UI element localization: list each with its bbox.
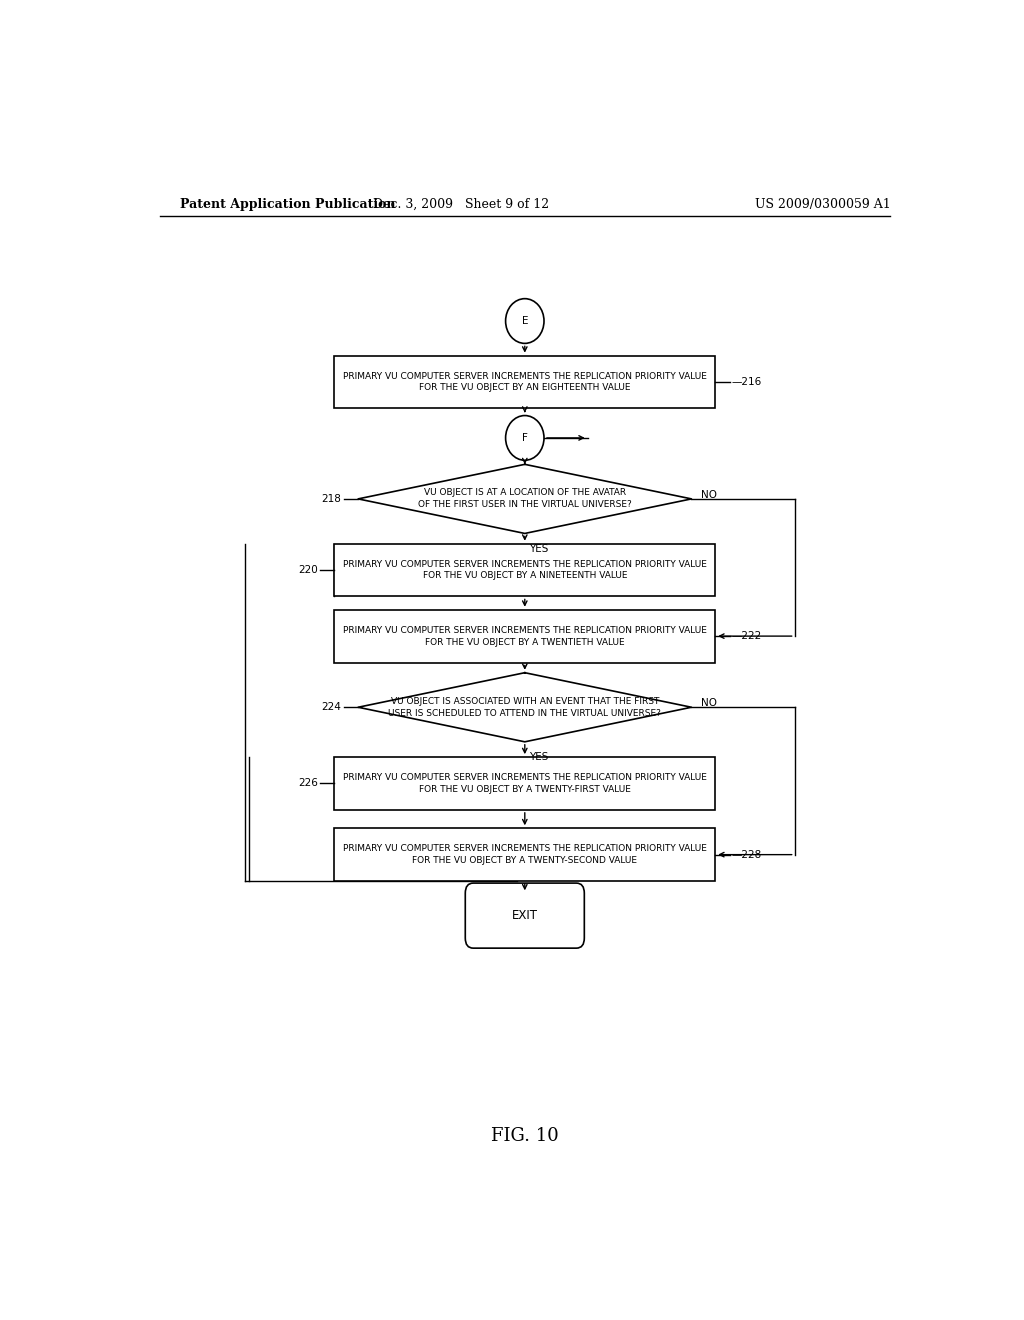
- Text: PRIMARY VU COMPUTER SERVER INCREMENTS THE REPLICATION PRIORITY VALUE
FOR THE VU : PRIMARY VU COMPUTER SERVER INCREMENTS TH…: [343, 372, 707, 392]
- Text: F: F: [522, 433, 527, 444]
- Ellipse shape: [506, 416, 544, 461]
- Text: Patent Application Publication: Patent Application Publication: [179, 198, 395, 211]
- Text: 218: 218: [322, 494, 341, 504]
- Text: FIG. 10: FIG. 10: [490, 1127, 559, 1146]
- Text: YES: YES: [529, 544, 549, 553]
- Text: 220: 220: [298, 565, 317, 576]
- Text: PRIMARY VU COMPUTER SERVER INCREMENTS THE REPLICATION PRIORITY VALUE
FOR THE VU : PRIMARY VU COMPUTER SERVER INCREMENTS TH…: [343, 560, 707, 581]
- Text: NO: NO: [701, 490, 717, 500]
- Bar: [334, 758, 715, 810]
- Bar: [334, 355, 715, 408]
- Text: —222: —222: [732, 631, 762, 642]
- Text: PRIMARY VU COMPUTER SERVER INCREMENTS THE REPLICATION PRIORITY VALUE
FOR THE VU : PRIMARY VU COMPUTER SERVER INCREMENTS TH…: [343, 845, 707, 865]
- Polygon shape: [358, 673, 691, 742]
- Text: 226: 226: [298, 779, 317, 788]
- Text: NO: NO: [701, 698, 717, 709]
- Text: —216: —216: [732, 378, 762, 387]
- Bar: [334, 610, 715, 663]
- FancyBboxPatch shape: [465, 883, 585, 948]
- Text: 224: 224: [322, 702, 341, 713]
- Bar: [334, 828, 715, 880]
- Text: Dec. 3, 2009   Sheet 9 of 12: Dec. 3, 2009 Sheet 9 of 12: [374, 198, 549, 211]
- Text: PRIMARY VU COMPUTER SERVER INCREMENTS THE REPLICATION PRIORITY VALUE
FOR THE VU : PRIMARY VU COMPUTER SERVER INCREMENTS TH…: [343, 626, 707, 647]
- Text: PRIMARY VU COMPUTER SERVER INCREMENTS THE REPLICATION PRIORITY VALUE
FOR THE VU : PRIMARY VU COMPUTER SERVER INCREMENTS TH…: [343, 774, 707, 793]
- Text: VU OBJECT IS AT A LOCATION OF THE AVATAR
OF THE FIRST USER IN THE VIRTUAL UNIVER: VU OBJECT IS AT A LOCATION OF THE AVATAR…: [418, 488, 632, 510]
- Text: —228: —228: [732, 850, 762, 859]
- Bar: [334, 544, 715, 597]
- Text: EXIT: EXIT: [512, 909, 538, 923]
- Ellipse shape: [506, 298, 544, 343]
- Text: E: E: [521, 315, 528, 326]
- Text: YES: YES: [529, 752, 549, 762]
- Text: US 2009/0300059 A1: US 2009/0300059 A1: [755, 198, 890, 211]
- Text: VU OBJECT IS ASSOCIATED WITH AN EVENT THAT THE FIRST
USER IS SCHEDULED TO ATTEND: VU OBJECT IS ASSOCIATED WITH AN EVENT TH…: [388, 697, 662, 718]
- Polygon shape: [358, 465, 691, 533]
